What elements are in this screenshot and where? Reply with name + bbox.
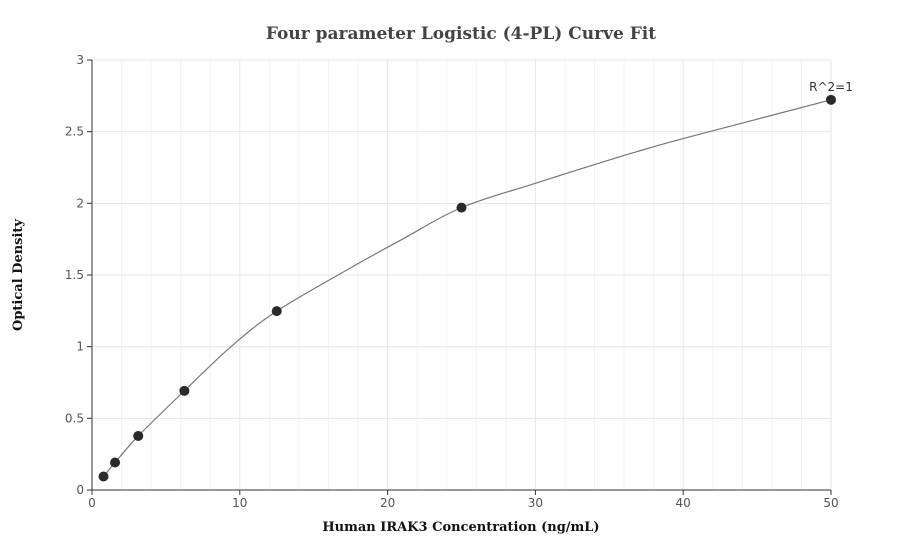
axes: 0 10 20 30 40 50 0 0.5 1 1.5 2 2.5 3 [65, 53, 839, 510]
grid [92, 59, 832, 490]
annotations: R^2=1 [809, 80, 853, 94]
x-tick-label: 40 [676, 496, 691, 510]
x-tick-label: 20 [380, 496, 395, 510]
y-tick-label: 1 [76, 340, 84, 354]
y-tick-label: 2 [76, 196, 84, 210]
data-points [98, 94, 836, 482]
x-tick-label: 10 [232, 496, 247, 510]
data-point [456, 202, 467, 213]
chart-title: Four parameter Logistic (4-PL) Curve Fit [266, 24, 656, 44]
data-point [826, 94, 836, 105]
x-tick-label: 30 [528, 496, 543, 510]
r-squared-annotation: R^2=1 [809, 80, 853, 94]
data-point [110, 457, 121, 468]
fit-curve [103, 99, 832, 477]
data-point [133, 430, 144, 441]
y-tick-label: 1.5 [65, 268, 84, 282]
data-point [179, 385, 190, 396]
data-point [98, 471, 109, 482]
x-tick-label: 0 [88, 496, 96, 510]
y-tick-label: 0 [76, 483, 84, 497]
data-point [271, 306, 282, 317]
y-tick-label: 0.5 [65, 411, 84, 425]
x-axis-label: Human IRAK3 Concentration (ng/mL) [322, 520, 599, 535]
y-tick-label: 3 [76, 53, 84, 67]
y-axis-label: Optical Density [11, 219, 26, 331]
fit-curve-layer [103, 99, 832, 477]
y-tick-label: 2.5 [65, 125, 84, 139]
x-tick-label: 50 [823, 496, 838, 510]
